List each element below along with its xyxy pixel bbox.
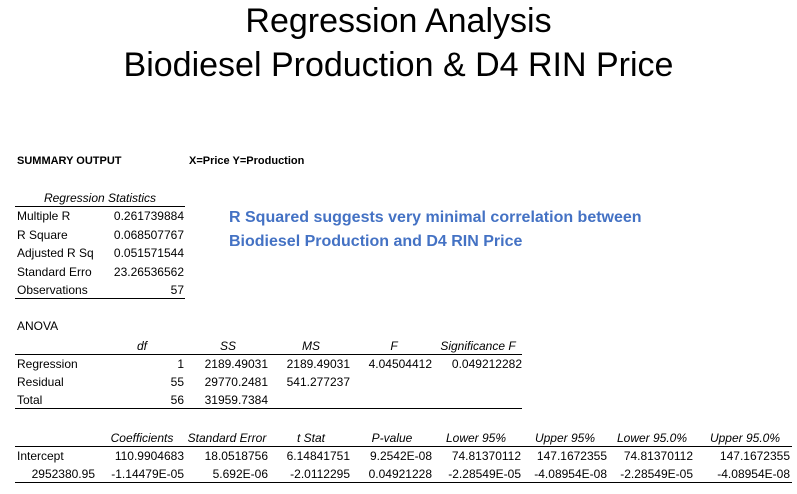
cell-value: 18.0518756	[204, 449, 268, 463]
cell-value: 29770.2481	[204, 375, 268, 389]
cell-value: 74.81370112	[451, 449, 521, 463]
row-label: Total	[17, 393, 43, 407]
column-header: Upper 95%	[534, 431, 596, 445]
cell-value: 6.14841751	[286, 449, 350, 463]
cell-value: 110.9904683	[114, 449, 184, 463]
column-header: F	[390, 339, 398, 353]
row-label: 2952380.95	[31, 467, 95, 481]
cell-value: 31959.7384	[204, 393, 268, 407]
cell-value: -2.28549E-05	[448, 467, 521, 481]
summary-variables: X=Price Y=Production	[189, 155, 305, 167]
stat-value: 0.068507767	[113, 227, 184, 242]
cell-value: -4.08954E-08	[534, 467, 607, 481]
section-title: Regression Statistics	[43, 191, 157, 205]
cell-value: 0.04921228	[368, 467, 432, 481]
section-title: ANOVA	[17, 319, 59, 333]
stat-label: Multiple R	[17, 209, 71, 223]
rule	[15, 482, 792, 483]
stat-value: 0.261739884	[113, 209, 184, 223]
column-header: Significance F	[440, 339, 516, 353]
row-label: Regression	[17, 357, 78, 371]
stat-value: 57	[170, 283, 184, 297]
cell-value: 9.2542E-08	[369, 449, 432, 463]
cell-value: 2189.49031	[286, 357, 350, 371]
cell-value: 5.692E-06	[212, 467, 268, 481]
stat-label: Standard Erro	[17, 264, 92, 279]
rule	[15, 408, 522, 409]
rule	[15, 206, 185, 207]
column-header: Upper 95.0%	[709, 431, 781, 445]
cell-value: 147.1672355	[719, 449, 790, 463]
cell-value: 4.04504412	[368, 357, 432, 371]
cell-value: 2189.49031	[204, 357, 268, 371]
cell-value: -4.08954E-08	[717, 467, 790, 481]
column-header: Coefficients	[110, 431, 174, 445]
cell-value: 147.1672355	[536, 449, 607, 463]
stat-value: 23.26536562	[113, 264, 184, 279]
stat-label: Observations	[17, 283, 88, 297]
note: R Squared suggests very minimal correlat…	[229, 209, 642, 226]
summary-label: SUMMARY OUTPUT	[17, 155, 122, 167]
cell-value: -1.14479E-05	[111, 467, 184, 481]
column-header: Lower 95%	[445, 431, 507, 445]
cell-value: 1	[177, 357, 184, 371]
stat-label: Adjusted R Sq	[17, 246, 94, 260]
column-header: df	[136, 339, 147, 353]
stat-label: R Square	[17, 227, 68, 242]
title-line: Biodiesel Production & D4 RIN Price	[123, 46, 674, 84]
stat-value: 0.051571544	[113, 246, 184, 260]
note: Biodiesel Production and D4 RIN Price	[229, 233, 523, 250]
column-header: MS	[302, 339, 320, 353]
rule	[15, 446, 792, 447]
column-header: P-value	[371, 431, 413, 445]
cell-value: 55	[170, 375, 184, 389]
cell-value: 56	[170, 393, 184, 407]
title-line: Regression Analysis	[245, 2, 552, 40]
cell-value: -2.0112295	[290, 467, 350, 481]
row-label: Intercept	[17, 449, 64, 463]
cell-value: 0.049212282	[451, 357, 522, 371]
column-header: Lower 95.0%	[616, 431, 688, 445]
row-label: Residual	[17, 375, 64, 389]
cell-value: -2.28549E-05	[620, 467, 693, 481]
cell-value: 74.81370112	[623, 449, 693, 463]
column-header: Standard Error	[187, 431, 267, 445]
column-header: SS	[219, 339, 236, 353]
rule	[15, 354, 522, 355]
rule	[15, 298, 185, 299]
column-header: t Stat	[296, 431, 325, 445]
cell-value: 541.277237	[286, 375, 350, 389]
